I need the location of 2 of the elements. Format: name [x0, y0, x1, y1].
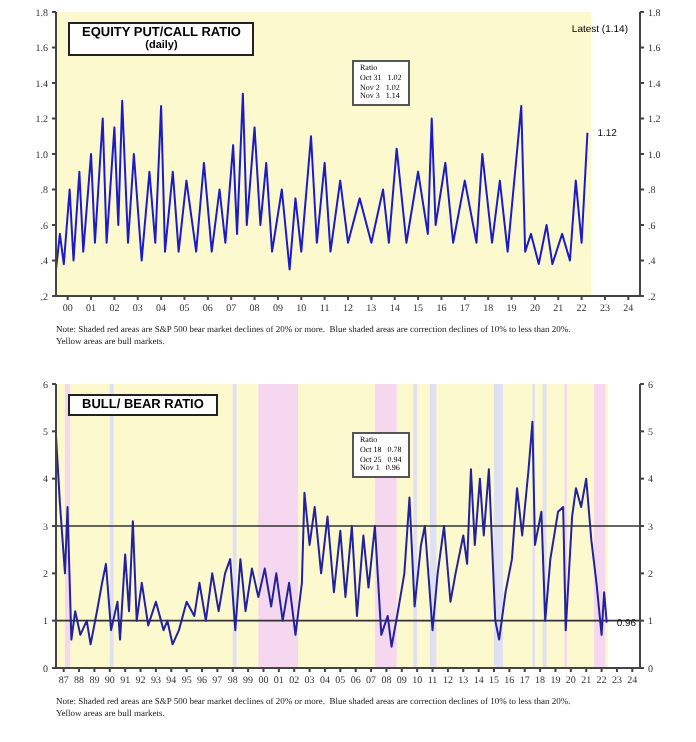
line-series	[56, 92, 589, 271]
line-series	[56, 420, 608, 648]
